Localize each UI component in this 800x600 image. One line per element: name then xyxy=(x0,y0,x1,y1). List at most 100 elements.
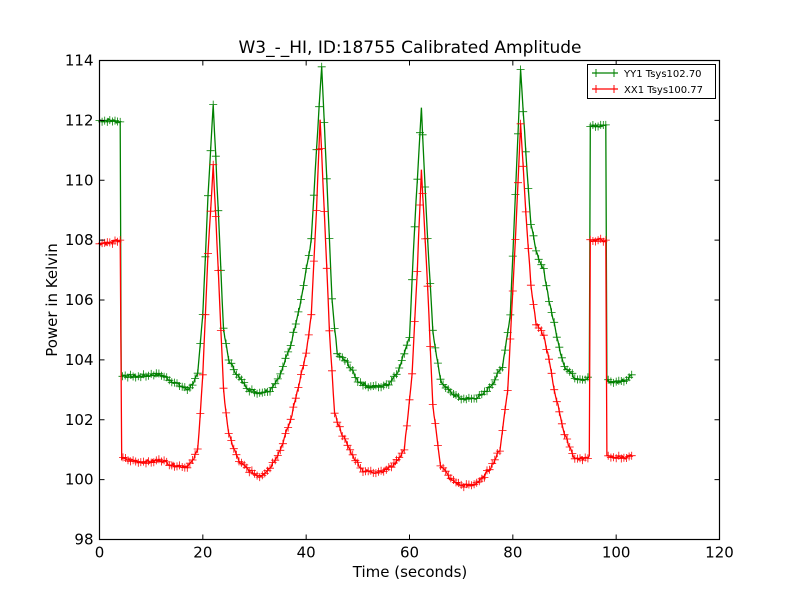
chart-title: W3_-_HI, ID:18755 Calibrated Amplitude xyxy=(238,38,581,58)
data-point-marker xyxy=(416,201,424,209)
data-point-marker xyxy=(191,374,200,383)
data-point-marker xyxy=(506,335,515,343)
data-point-marker xyxy=(413,267,422,276)
data-point-marker xyxy=(307,234,316,243)
data-point-marker xyxy=(291,320,300,328)
data-point-marker xyxy=(387,377,396,385)
data-point-marker xyxy=(278,439,287,448)
data-point-marker xyxy=(188,456,197,464)
data-point-marker xyxy=(204,249,212,258)
data-point-marker xyxy=(508,287,517,295)
data-point-marker xyxy=(557,419,566,428)
data-point-marker xyxy=(539,331,548,340)
data-point-marker xyxy=(222,408,231,417)
data-point-marker xyxy=(116,117,125,126)
data-point-marker xyxy=(317,62,326,71)
x-tick-label: 120 xyxy=(705,544,734,562)
data-point-marker xyxy=(193,445,202,453)
data-point-marker xyxy=(395,453,404,462)
data-point-marker xyxy=(433,441,442,450)
data-point-marker xyxy=(431,419,440,428)
data-point-marker xyxy=(312,206,321,215)
data-point-marker xyxy=(387,463,396,472)
data-point-marker xyxy=(402,421,411,430)
data-point-marker xyxy=(335,422,344,431)
data-point-marker xyxy=(346,445,355,454)
data-point-marker xyxy=(547,369,556,378)
y-axis: 98 100 102 104 106 108 110 112 114 xyxy=(65,52,720,549)
data-point-marker xyxy=(501,346,510,355)
data-point-marker xyxy=(514,178,522,187)
data-point-marker xyxy=(532,246,541,255)
data-point-marker xyxy=(206,146,215,155)
data-point-marker xyxy=(552,397,561,406)
data-point-marker xyxy=(317,144,326,153)
data-point-marker xyxy=(242,463,251,472)
data-point-marker xyxy=(309,257,318,266)
data-point-marker xyxy=(229,365,238,374)
data-point-marker xyxy=(320,118,329,127)
data-point-marker xyxy=(198,370,207,379)
data-point-marker xyxy=(211,212,220,221)
data-point-marker xyxy=(495,447,504,456)
data-point-marker xyxy=(542,281,551,290)
data-point-marker xyxy=(289,328,298,337)
y-tick-label: 110 xyxy=(65,171,94,189)
data-point-marker xyxy=(325,326,334,335)
y-tick-label: 100 xyxy=(65,471,94,489)
data-point-marker xyxy=(501,405,510,414)
data-point-marker xyxy=(519,107,528,116)
data-point-marker xyxy=(294,383,303,392)
data-point-marker xyxy=(211,152,220,161)
data-point-marker xyxy=(405,395,414,404)
data-point-marker xyxy=(426,342,435,351)
y-tick-label: 106 xyxy=(65,291,94,309)
data-point-marker xyxy=(297,370,305,379)
x-tick-label: 0 xyxy=(95,544,105,562)
data-point-marker xyxy=(563,435,572,443)
data-point-marker xyxy=(583,454,592,463)
data-point-marker xyxy=(328,294,336,303)
data-point-marker xyxy=(408,369,417,378)
data-point-marker xyxy=(271,456,280,465)
data-point-marker xyxy=(297,295,305,304)
data-point-marker xyxy=(601,120,610,129)
data-point-marker xyxy=(519,162,528,171)
data-point-marker xyxy=(428,400,437,409)
data-point-marker xyxy=(209,100,218,109)
data-point-marker xyxy=(289,403,298,412)
legend-label-xx1: XX1 Tsys100.77 xyxy=(624,85,703,96)
data-point-marker xyxy=(315,102,324,111)
data-point-marker xyxy=(395,364,404,372)
data-point-marker xyxy=(545,297,553,306)
data-point-marker xyxy=(333,418,342,427)
x-axis-label: Time (seconds) xyxy=(352,563,468,581)
data-point-marker xyxy=(560,430,569,439)
legend-entry-yy1: YY1 Tsys102.70 xyxy=(592,69,702,80)
data-point-marker xyxy=(521,207,530,216)
y-tick-label: 104 xyxy=(65,351,94,369)
y-tick-label: 112 xyxy=(65,111,94,129)
data-point-marker xyxy=(307,310,316,319)
data-point-marker xyxy=(281,429,290,438)
data-point-marker xyxy=(224,429,233,438)
data-point-marker xyxy=(343,441,352,450)
data-point-marker xyxy=(400,445,409,454)
data-point-marker xyxy=(216,326,225,335)
x-tick-label: 80 xyxy=(503,544,522,562)
data-point-marker xyxy=(547,308,556,317)
y-axis-label: Power in Kelvin xyxy=(43,243,61,357)
data-point-marker xyxy=(552,333,561,342)
data-point-marker xyxy=(196,339,205,348)
data-point-marker xyxy=(557,353,566,362)
data-point-marker xyxy=(485,465,494,474)
data-point-marker xyxy=(402,341,411,350)
data-point-marker xyxy=(392,370,401,379)
y-tick-label: 108 xyxy=(65,231,94,249)
data-point-marker xyxy=(284,347,293,356)
data-point-marker xyxy=(196,409,205,418)
data-point-marker xyxy=(304,330,313,339)
data-point-marker xyxy=(627,451,636,460)
